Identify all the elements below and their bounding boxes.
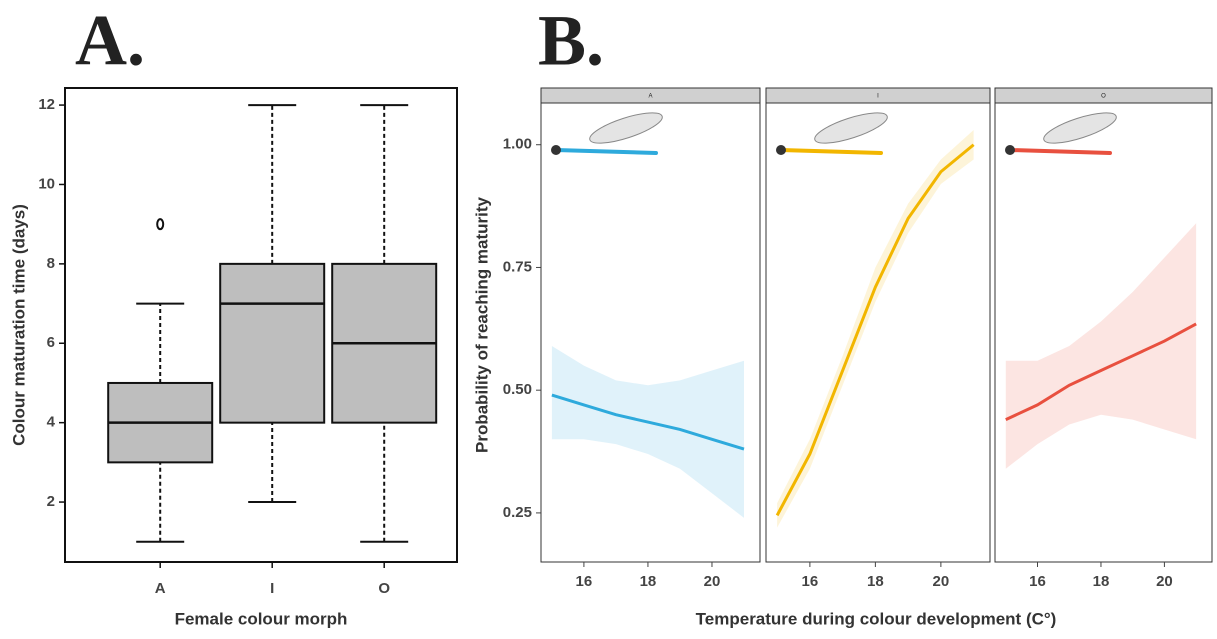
y-tick-label: 0.50: [503, 381, 532, 398]
panel-frame: [765, 102, 991, 563]
body: [554, 148, 658, 155]
y-axis-title: Probability of reaching maturity: [472, 196, 491, 453]
x-tick-label: 16: [1029, 573, 1046, 590]
strip-label: O: [1101, 94, 1106, 100]
x-tick-label: 16: [802, 573, 819, 590]
strip-label: A: [648, 94, 652, 100]
x-tick-label: 16: [576, 573, 593, 590]
x-tick-label: 20: [1156, 573, 1173, 590]
head: [776, 145, 786, 155]
y-tick-label: 0.25: [503, 504, 532, 521]
panel-b-title: B.: [538, 1, 604, 81]
x-tick-label: 20: [933, 573, 950, 590]
line: [551, 393, 745, 451]
confidence-band: [1005, 223, 1197, 469]
y-tick-label: 2: [47, 493, 55, 510]
y-tick-label: 4: [47, 414, 56, 431]
panel-frame: [540, 102, 761, 563]
y-axis-title: Colour maturation time (days): [9, 204, 28, 446]
strip-label: I: [877, 94, 879, 100]
x-tick-label: 18: [1093, 573, 1110, 590]
panel-a-title: A.: [75, 1, 145, 81]
box: [219, 262, 326, 424]
body: [1008, 148, 1112, 155]
x-tick-label: 20: [704, 573, 721, 590]
x-tick-label: O: [378, 580, 390, 597]
outlier: [156, 218, 165, 231]
y-tick-label: 12: [38, 96, 55, 113]
wing: [814, 112, 888, 144]
body: [779, 148, 883, 155]
confidence-band: [777, 130, 974, 528]
wing: [1043, 112, 1117, 144]
wing: [589, 112, 663, 144]
x-tick-label: I: [270, 580, 274, 597]
y-tick-label: 6: [47, 334, 55, 351]
line: [775, 143, 975, 517]
head: [1005, 145, 1015, 155]
y-tick-label: 1.00: [503, 136, 532, 153]
plot-frame: [64, 87, 458, 563]
line: [1005, 322, 1197, 421]
x-tick-label: 18: [867, 573, 884, 590]
x-axis-title: Female colour morph: [175, 609, 348, 628]
confidence-band: [551, 346, 744, 518]
x-tick-label: 18: [640, 573, 657, 590]
y-tick-label: 8: [47, 255, 55, 272]
x-tick-label: A: [155, 580, 166, 597]
panel-frame: [994, 102, 1213, 563]
y-tick-label: 10: [38, 175, 55, 192]
head: [551, 145, 561, 155]
x-axis-title: Temperature during colour development (C…: [696, 609, 1057, 628]
y-tick-label: 0.75: [503, 258, 532, 275]
